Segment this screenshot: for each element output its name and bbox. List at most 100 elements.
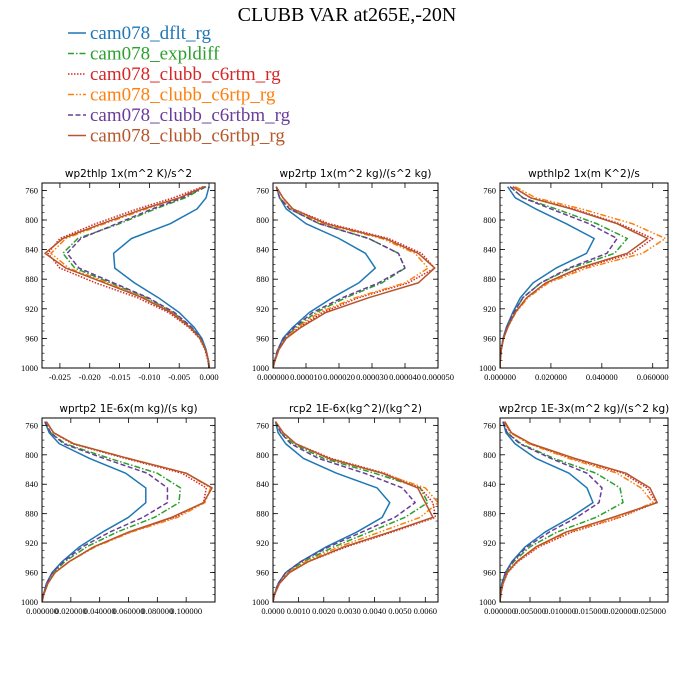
y-tick-label: 880 (25, 274, 38, 284)
x-tick-label: -0.025 (49, 372, 71, 382)
x-tick-label: -0.005 (168, 372, 190, 382)
y-tick-label: 1000 (479, 363, 496, 373)
x-tick-label: 0.000020 (323, 372, 355, 382)
y-tick-label: 1000 (21, 363, 38, 373)
y-tick-label: 880 (256, 509, 269, 519)
panel-title: wp2rcp 1E-3x(m^2 kg)/(s^2 kg) (499, 403, 670, 415)
legend-label: cam078_clubb_c6rtp_rg (90, 85, 276, 106)
series-line (42, 421, 213, 602)
panel-5: rcp2 1E-6x(kg^2)/(kg^2) 760 800 840 880 920 96… (252, 403, 439, 616)
y-tick-label: 800 (25, 215, 38, 225)
x-tick-label: 0.0060 (414, 606, 437, 616)
series-line (273, 421, 429, 602)
panel-grid: wp2thlp 1x(m^2 K)/s^2 760 800 840 880 920 960 1… (21, 168, 669, 616)
x-tick-label: 0.020000 (535, 372, 567, 382)
x-tick-label: 0.000050 (422, 372, 454, 382)
panel-title: wprtp2 1E-6x(m kg)/(s kg) (59, 403, 197, 415)
x-tick-label: 0.0030 (337, 606, 360, 616)
y-tick-label: 1000 (252, 597, 269, 607)
y-tick-label: 800 (25, 450, 38, 460)
legend-label: cam078_dflt_rg (90, 23, 212, 44)
x-tick-label: 0.0010 (287, 606, 310, 616)
panel-1: wp2thlp 1x(m^2 K)/s^2 760 800 840 880 920 960 1… (21, 168, 219, 382)
y-tick-label: 960 (25, 333, 38, 343)
y-tick-label: 920 (483, 304, 496, 314)
y-tick-label: 960 (483, 568, 496, 578)
series-line (273, 421, 434, 602)
plot-frame (272, 417, 439, 603)
series-line (50, 186, 210, 368)
series-line (273, 421, 437, 602)
figure-title: CLUBB VAR at265E,-20N (238, 4, 457, 26)
series-line (273, 186, 429, 368)
series-line (42, 421, 169, 602)
plot-frame (41, 182, 216, 369)
panel-title: rcp2 1E-6x(kg^2)/(kg^2) (289, 403, 422, 415)
y-tick-label: 920 (483, 538, 496, 548)
x-tick-label: 0.025000 (634, 606, 666, 616)
y-tick-label: 840 (25, 245, 38, 255)
x-tick-label: 0.005000 (514, 606, 546, 616)
x-tick-label: 0.000000 (257, 372, 289, 382)
x-tick-label: 0.000030 (356, 372, 388, 382)
y-tick-label: 760 (256, 185, 269, 195)
y-tick-label: 920 (25, 304, 38, 314)
y-tick-label: 840 (256, 479, 269, 489)
series-line (273, 186, 436, 368)
x-tick-label: 0.015000 (574, 606, 606, 616)
x-tick-label: 0.0000 (261, 606, 284, 616)
x-tick-label: 0.0020 (312, 606, 335, 616)
legend-label: cam078_expldiff (90, 44, 220, 65)
y-tick-label: 760 (483, 420, 496, 430)
x-tick-label: 0.000000 (484, 372, 516, 382)
y-tick-label: 840 (256, 245, 269, 255)
y-tick-label: 800 (483, 450, 496, 460)
y-tick-label: 1000 (21, 597, 38, 607)
y-tick-label: 960 (25, 568, 38, 578)
series-line (500, 421, 658, 602)
y-tick-label: 760 (25, 185, 38, 195)
x-tick-label: 0.0050 (388, 606, 411, 616)
x-tick-label: 0.080000 (141, 606, 173, 616)
y-tick-label: 760 (25, 420, 38, 430)
x-tick-label: 0.000000 (484, 606, 516, 616)
y-tick-label: 880 (25, 509, 38, 519)
y-tick-label: 880 (483, 509, 496, 519)
x-tick-label: 0.000040 (389, 372, 421, 382)
series-line (273, 421, 416, 602)
y-tick-label: 760 (256, 420, 269, 430)
series-line (42, 421, 208, 602)
x-tick-label: 0.000010 (290, 372, 322, 382)
panel-3: wpthlp2 1x(m K^2)/s 760 800 840 880 920 960 100… (479, 168, 669, 382)
series-line (42, 421, 182, 602)
series-line (273, 186, 377, 368)
series-line (44, 186, 210, 368)
y-tick-label: 800 (256, 215, 269, 225)
x-tick-label: 0.000000 (26, 606, 58, 616)
plot-frame (499, 417, 669, 603)
series-line (500, 421, 624, 602)
x-tick-label: 0.060000 (637, 372, 669, 382)
legend-label: cam078_clubb_c6rtbm_rg (90, 105, 291, 126)
x-tick-label: 0.040000 (586, 372, 618, 382)
y-tick-label: 960 (483, 333, 496, 343)
panel-title: wp2rtp 1x(m^2 kg)/(s^2 kg) (279, 168, 431, 180)
legend-label: cam078_clubb_c6rtm_rg (90, 64, 281, 85)
series-line (273, 186, 436, 368)
series-line (500, 186, 654, 368)
panel-title: wpthlp2 1x(m K^2)/s (528, 168, 640, 180)
x-tick-label: 0.0040 (363, 606, 386, 616)
y-tick-label: 800 (483, 215, 496, 225)
y-tick-label: 760 (483, 185, 496, 195)
x-tick-label: 0.010000 (544, 606, 576, 616)
x-tick-label: 0.040000 (84, 606, 116, 616)
x-tick-label: 0.020000 (55, 606, 87, 616)
y-tick-label: 960 (256, 568, 269, 578)
y-tick-label: 800 (256, 450, 269, 460)
x-tick-label: -0.010 (138, 372, 160, 382)
series-line (47, 185, 210, 368)
x-tick-label: 0.060000 (113, 606, 145, 616)
legend: cam078_dflt_rgcam078_expldiffcam078_club… (68, 23, 291, 147)
panel-6: wp2rcp 1E-3x(m^2 kg)/(s^2 kg)760 800 840 88… (479, 403, 669, 616)
panel-title: wp2thlp 1x(m^2 K)/s^2 (65, 168, 192, 180)
